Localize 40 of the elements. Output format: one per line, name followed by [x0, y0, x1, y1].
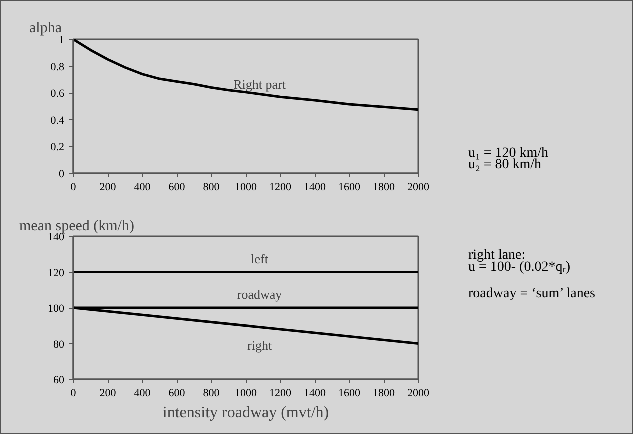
- y-tick-label: 100: [48, 303, 65, 315]
- text: roadway = ‘sum’ lanes: [468, 286, 596, 302]
- x-axis-title: intensity roadway (mvt/h): [162, 404, 330, 422]
- series-label: left: [251, 251, 269, 266]
- y-tick-label: 0.4: [50, 114, 65, 127]
- x-tick-label: 1800: [373, 182, 396, 194]
- x-tick-label: 0: [70, 388, 77, 400]
- y-tick-label: 0: [59, 168, 65, 180]
- x-tick-label: 1000: [235, 182, 258, 194]
- x-tick-label: 800: [203, 182, 220, 194]
- x-tick-label: 200: [100, 182, 117, 194]
- x-tick-label: 400: [134, 388, 152, 400]
- x-tick-label: 400: [134, 182, 152, 194]
- x-tick-label: 1200: [270, 182, 292, 194]
- y-tick-label: 0.8: [50, 61, 65, 74]
- x-tick-label: 600: [168, 182, 186, 194]
- x-tick-label: 200: [100, 388, 117, 400]
- series-label: roadway: [237, 287, 283, 302]
- y-axis-title: alpha: [30, 20, 62, 36]
- x-tick-label: 600: [168, 388, 186, 400]
- x-tick-label: 1400: [304, 388, 326, 400]
- x-tick-label: 1200: [270, 388, 292, 400]
- y-tick-label: 0.6: [50, 88, 65, 100]
- series-label: right: [248, 338, 272, 354]
- x-tick-label: 1000: [235, 388, 258, 400]
- y-tick-label: 1: [59, 34, 64, 46]
- y-tick-label: 120: [48, 267, 65, 280]
- series-label: Right part: [234, 76, 286, 92]
- x-tick-label: 1400: [304, 182, 326, 194]
- y-axis-title: mean speed (km/h): [20, 218, 134, 234]
- y-tick-label: 60: [54, 374, 65, 386]
- x-tick-label: 800: [203, 388, 220, 400]
- x-tick-label: 1600: [338, 182, 361, 194]
- x-tick-label: 2000: [408, 388, 430, 400]
- x-tick-label: 1800: [373, 388, 396, 400]
- x-tick-label: 2000: [408, 182, 430, 194]
- y-tick-label: 80: [54, 338, 65, 351]
- x-tick-label: 1600: [338, 388, 361, 400]
- y-tick-label: 0.2: [50, 142, 64, 154]
- x-tick-label: 0: [70, 182, 77, 194]
